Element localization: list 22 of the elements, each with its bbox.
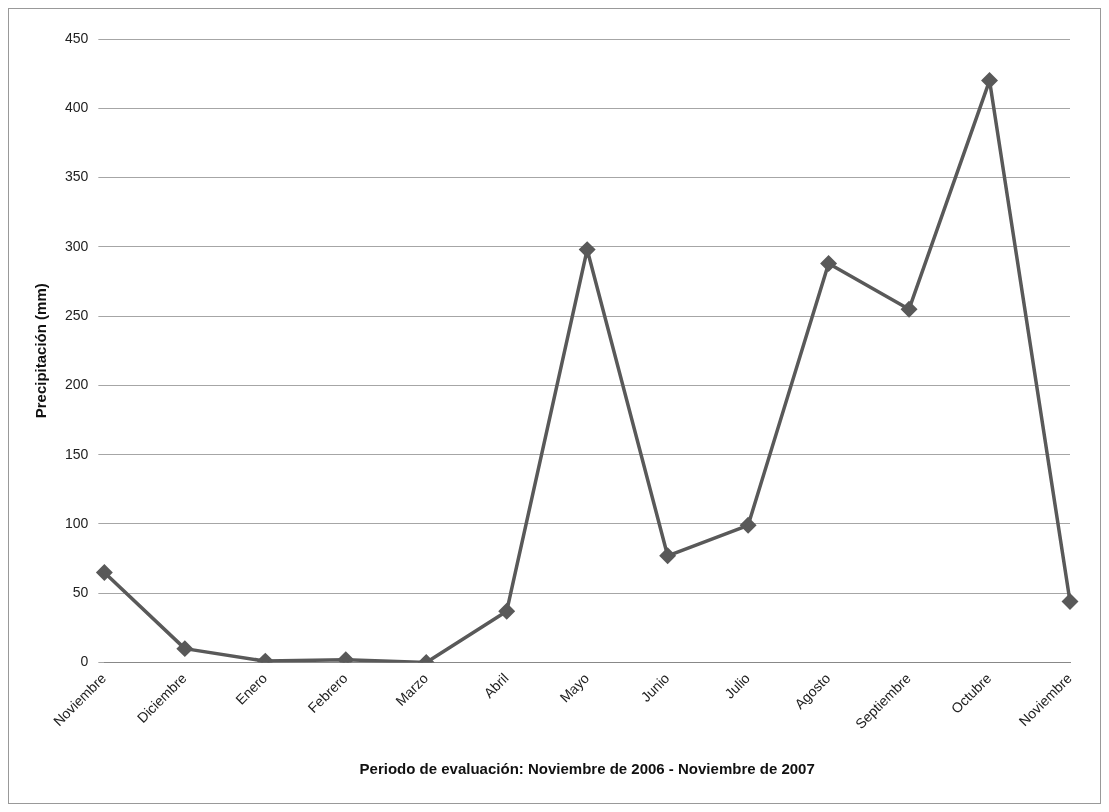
y-tick-label: 450	[65, 29, 89, 46]
y-tick-label: 150	[65, 445, 89, 462]
point	[177, 640, 193, 657]
y-tick-label: 0	[80, 653, 89, 670]
point	[1062, 593, 1078, 610]
point	[659, 548, 676, 564]
point	[498, 603, 515, 619]
y-tick-label: 50	[72, 584, 89, 601]
y-tick-label: 100	[65, 514, 89, 531]
y-tick-label: 200	[65, 376, 89, 393]
point	[579, 241, 595, 258]
y-tick-label: 350	[65, 168, 89, 185]
y-tick-label: 300	[65, 237, 89, 254]
y-axis-title: Precipitación (mm)	[32, 283, 50, 419]
x-axis-title: Periodo de evaluación: Noviembre de 2006 - Noviembre de 2007	[359, 760, 815, 778]
point	[981, 72, 998, 89]
y-tick-label: 250	[65, 306, 89, 323]
point	[901, 301, 917, 317]
point	[96, 564, 113, 581]
point	[740, 517, 756, 534]
point	[820, 255, 837, 272]
y-tick-label: 400	[65, 99, 89, 116]
